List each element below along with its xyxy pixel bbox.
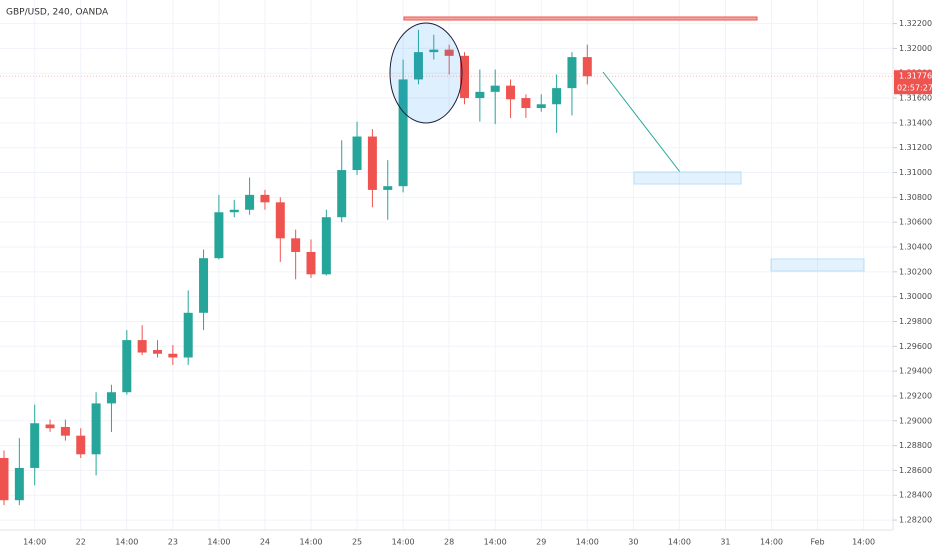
x-tick-label: 22 bbox=[76, 538, 86, 547]
candle-body bbox=[45, 424, 55, 429]
candle-body bbox=[567, 57, 577, 89]
y-tick-label: 1.29200 bbox=[899, 391, 932, 400]
projection-line bbox=[602, 71, 681, 173]
candle-body bbox=[352, 136, 362, 171]
x-tick-label: 31 bbox=[720, 538, 730, 547]
candle-body bbox=[168, 353, 178, 358]
candle-body bbox=[153, 350, 162, 354]
candle-body bbox=[214, 212, 224, 259]
candle-body bbox=[122, 340, 132, 393]
price-tag-label: 1.31776 bbox=[899, 72, 932, 81]
candle-body bbox=[183, 312, 193, 358]
y-tick-label: 1.30400 bbox=[899, 243, 932, 252]
x-tick-label: 23 bbox=[168, 538, 178, 547]
plot bbox=[0, 29, 592, 506]
x-tick-label: 14:00 bbox=[852, 538, 875, 547]
y-tick-label: 1.28200 bbox=[899, 516, 932, 525]
y-tick-label: 1.31000 bbox=[899, 168, 932, 177]
axes: 1.28200 1.28400 1.28600 1.28800 1.29000 1.292… bbox=[0, 19, 932, 547]
countdown-label: 02:57:27 bbox=[897, 84, 932, 93]
x-tick-label: 14:00 bbox=[668, 538, 691, 547]
candle-body bbox=[14, 467, 24, 501]
target-zone bbox=[633, 171, 742, 185]
candle-body bbox=[413, 52, 423, 80]
drawings bbox=[389, 16, 865, 272]
candle-body bbox=[490, 85, 500, 92]
x-tick-label: 30 bbox=[628, 538, 638, 547]
highlight-circle bbox=[389, 22, 463, 124]
candle-body bbox=[536, 104, 546, 108]
candle-body bbox=[506, 85, 516, 100]
x-tick-label: 24 bbox=[260, 538, 270, 547]
y-tick-label: 1.31200 bbox=[899, 143, 932, 152]
grid bbox=[0, 0, 893, 530]
y-tick-label: 1.29400 bbox=[899, 367, 932, 376]
candle-body bbox=[260, 194, 270, 203]
candle-body bbox=[582, 57, 592, 77]
y-tick-label: 1.32000 bbox=[899, 44, 932, 53]
x-tick-label: 29 bbox=[536, 538, 546, 547]
candle-body bbox=[137, 340, 147, 353]
candle-body bbox=[245, 194, 255, 210]
x-tick-label: 14:00 bbox=[392, 538, 415, 547]
target-zone bbox=[770, 258, 865, 272]
candle-body bbox=[460, 55, 469, 99]
candle-body bbox=[444, 49, 454, 56]
price-tag bbox=[894, 70, 932, 95]
candle-body bbox=[383, 186, 393, 190]
x-tick-label: 25 bbox=[352, 538, 362, 547]
x-tick-label: 14:00 bbox=[760, 538, 783, 547]
candle-body bbox=[367, 136, 377, 190]
y-tick-label: 1.29600 bbox=[899, 342, 932, 351]
y-tick-label: 1.31400 bbox=[899, 118, 932, 127]
candle-body bbox=[291, 238, 301, 252]
x-tick-label: 14:00 bbox=[484, 538, 507, 547]
y-tick-label: 1.30200 bbox=[899, 267, 932, 276]
candle-body bbox=[60, 426, 70, 436]
y-tick-label: 1.28600 bbox=[899, 466, 932, 475]
candle-body bbox=[521, 98, 531, 108]
x-tick-label: 14:00 bbox=[115, 538, 138, 547]
candle-body bbox=[398, 79, 408, 187]
candle-body bbox=[275, 202, 285, 239]
y-tick-label: 1.31600 bbox=[899, 94, 932, 103]
candle-body bbox=[337, 170, 347, 218]
resistance-line bbox=[403, 16, 758, 21]
candle-body bbox=[199, 258, 209, 313]
candle-body bbox=[91, 403, 101, 455]
x-tick-label: 14:00 bbox=[299, 538, 322, 547]
x-tick-label: Feb bbox=[810, 538, 824, 547]
y-tick-label: 1.30800 bbox=[899, 193, 932, 202]
candle-body bbox=[321, 217, 331, 275]
y-tick-label: 1.29800 bbox=[899, 317, 932, 326]
y-tick-label: 1.28800 bbox=[899, 441, 932, 450]
y-tick-label: 1.28400 bbox=[899, 491, 932, 500]
candle-body bbox=[306, 251, 316, 275]
candle-body bbox=[229, 209, 239, 213]
y-tick-label: 1.30000 bbox=[899, 292, 932, 301]
candle-body bbox=[552, 88, 562, 105]
candle-body bbox=[429, 49, 439, 53]
candle-body bbox=[0, 458, 9, 501]
chart-title: GBP/USD, 240, OANDA bbox=[6, 8, 109, 18]
candle-body bbox=[30, 423, 40, 468]
candle-body bbox=[106, 392, 116, 404]
candle-body bbox=[475, 91, 485, 99]
x-tick-label: 14:00 bbox=[23, 538, 46, 547]
x-tick-label: 14:00 bbox=[207, 538, 230, 547]
y-tick-label: 1.32200 bbox=[899, 19, 932, 28]
x-tick-label: 28 bbox=[444, 538, 454, 547]
y-tick-label: 1.30600 bbox=[899, 218, 932, 227]
y-tick-label: 1.29000 bbox=[899, 416, 932, 425]
candle-body bbox=[76, 435, 86, 455]
x-tick-label: 14:00 bbox=[576, 538, 599, 547]
